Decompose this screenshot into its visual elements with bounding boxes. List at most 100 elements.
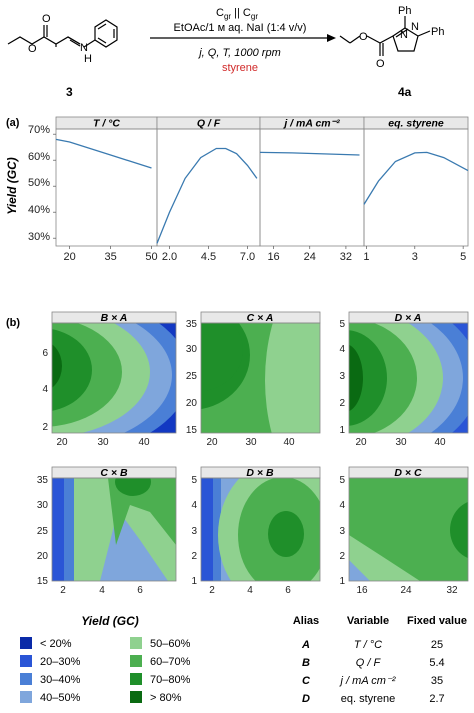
product-ph2: Ph xyxy=(431,26,444,38)
x-tick: 24 xyxy=(400,585,412,596)
legend: < 20% 20–30% 30–40% 40–50% 50–60% 60–70% 70–80… xyxy=(20,637,191,704)
y-tick: 4 xyxy=(191,500,197,511)
strip-title: Q / F xyxy=(197,118,221,130)
line-plot-4: eq. styrene 1 3 5 xyxy=(363,116,469,263)
contour-title: D × C xyxy=(394,467,422,479)
table-cell-variable: j / mA cm⁻² xyxy=(339,675,396,687)
reaction-scheme: O O N H 3 Cgr || Cgr EtOAc/1 м aq. NaI (… xyxy=(7,5,444,99)
y-tick: 2 xyxy=(42,422,48,433)
x-tick: 4 xyxy=(247,585,253,596)
legend-swatch xyxy=(20,655,32,667)
y-tick: 1 xyxy=(339,425,345,436)
legend-label: 50–60% xyxy=(150,638,191,650)
series-line xyxy=(55,138,152,169)
legend-swatch xyxy=(20,637,32,649)
y-tick: 15 xyxy=(37,576,49,587)
legend-swatch xyxy=(130,637,142,649)
product-label: 4a xyxy=(398,85,412,99)
table-cell-alias: A xyxy=(301,639,310,651)
x-tick: 2 xyxy=(209,585,215,596)
y-tick: 20 xyxy=(186,398,198,409)
contour-title: B × A xyxy=(101,312,128,324)
legend-label: 30–40% xyxy=(40,674,81,686)
y-tick: 1 xyxy=(191,576,197,587)
strip-title: eq. styrene xyxy=(388,118,444,130)
y-tick: 4 xyxy=(339,500,345,511)
ytick-label: 70% xyxy=(28,124,50,136)
legend-label: > 80% xyxy=(150,692,182,704)
x-tick: 2 xyxy=(60,585,66,596)
table-cell-variable: Q / F xyxy=(356,657,382,669)
contour-title: C × B xyxy=(100,467,128,479)
x-tick: 20 xyxy=(56,437,68,448)
table-header-alias: Alias xyxy=(293,615,319,627)
x-tick: 32 xyxy=(446,585,458,596)
plot-frame xyxy=(259,128,365,247)
legend-label: 40–50% xyxy=(40,692,81,704)
y-tick: 5 xyxy=(339,319,345,330)
table-cell-variable: T / °C xyxy=(354,639,382,651)
reactant-o-ester: O xyxy=(28,43,37,55)
legend-label: 70–80% xyxy=(150,674,191,686)
y-tick: 25 xyxy=(186,371,198,382)
plot-frame xyxy=(55,128,158,247)
y-tick: 6 xyxy=(42,348,48,359)
x-tick: 6 xyxy=(137,585,143,596)
y-tick: 5 xyxy=(191,475,197,486)
table-cell-fixed: 25 xyxy=(431,639,443,651)
table-cell-alias: C xyxy=(302,675,311,687)
y-tick: 3 xyxy=(339,526,345,537)
x-tick-label: 20 xyxy=(64,251,76,263)
y-tick: 2 xyxy=(339,398,345,409)
x-tick: 30 xyxy=(245,437,257,448)
x-tick-label: 16 xyxy=(267,251,279,263)
panel-a-label: (a) xyxy=(6,117,20,129)
electrolyte-text: EtOAc/1 м aq. NaI (1:4 v/v) xyxy=(174,22,307,34)
line-plot-1: T / °C 20 35 50 xyxy=(53,116,158,263)
product-n2: N xyxy=(411,21,419,33)
plot-frame xyxy=(156,128,261,247)
x-tick: 6 xyxy=(285,585,291,596)
y-tick: 25 xyxy=(37,526,49,537)
legend-label: 20–30% xyxy=(40,656,81,668)
y-tick: 30 xyxy=(37,500,49,511)
y-tick: 35 xyxy=(186,319,198,330)
product-o-carbonyl: O xyxy=(376,58,385,70)
x-tick-label: 35 xyxy=(104,251,116,263)
legend-swatch xyxy=(130,673,142,685)
reactant-structure xyxy=(7,19,118,48)
ytick-label: 40% xyxy=(28,204,50,216)
y-tick: 5 xyxy=(339,475,345,486)
contour-title: C × A xyxy=(247,312,274,324)
x-tick: 20 xyxy=(355,437,367,448)
reactant-label: 3 xyxy=(66,85,73,99)
strip-title: T / °C xyxy=(93,118,120,130)
reactant-n: N xyxy=(80,42,88,54)
contour-d-b: D × B 2 4 6 1 2 3 4 5 xyxy=(191,466,321,596)
x-tick: 30 xyxy=(395,437,407,448)
y-tick: 20 xyxy=(37,551,49,562)
series-line xyxy=(156,147,258,244)
x-tick-label: 4.5 xyxy=(201,251,216,263)
y-tick: 4 xyxy=(42,384,48,395)
x-tick: 20 xyxy=(206,437,218,448)
product-structure xyxy=(339,16,431,56)
x-tick-label: 1 xyxy=(363,251,369,263)
reagent-text: styrene xyxy=(222,62,258,74)
y-tick: 15 xyxy=(186,425,198,436)
x-tick-label: 2.0 xyxy=(162,251,177,263)
y-tick: 30 xyxy=(186,344,198,355)
legend-title: Yield (GC) xyxy=(81,614,139,628)
series-line xyxy=(259,151,360,156)
table-cell-fixed: 35 xyxy=(431,675,443,687)
arrow-head xyxy=(327,34,336,42)
x-tick-label: 50 xyxy=(145,251,157,263)
panel-b-label: (b) xyxy=(6,317,20,329)
panel-a-ylabel: Yield (GC) xyxy=(5,157,19,215)
ytick-label: 30% xyxy=(28,231,50,243)
legend-swatch xyxy=(20,691,32,703)
y-tick: 3 xyxy=(191,526,197,537)
x-tick: 16 xyxy=(356,585,368,596)
legend-swatch xyxy=(20,673,32,685)
